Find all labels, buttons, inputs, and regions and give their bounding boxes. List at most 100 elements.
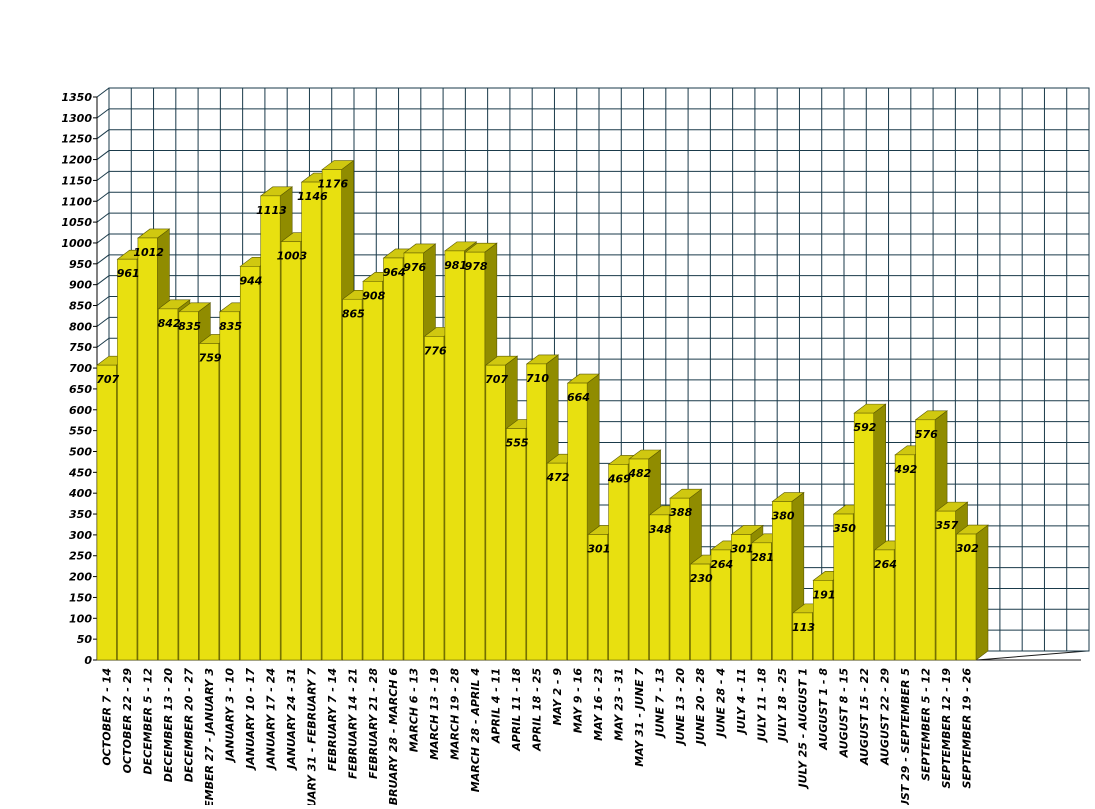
y-tick-label: 700 [69, 362, 92, 375]
grid-line-diagonal [96, 316, 110, 327]
x-tick-label: FEBRUARY 21 - 28 [367, 668, 380, 779]
y-tick-label: 1200 [61, 154, 92, 167]
bar-front [772, 501, 793, 661]
grid-line-diagonal [96, 129, 110, 140]
x-tick-label: APRIL 18 - 25 [531, 668, 544, 752]
data-label: 301 [587, 542, 610, 555]
y-tick-label: 100 [69, 612, 92, 625]
bar-front [239, 266, 261, 661]
data-label: 1003 [277, 250, 308, 263]
y-tick-label: 450 [68, 466, 92, 479]
x-tick-label: MARCH 6 - 13 [408, 668, 421, 753]
x-tick-label: AUGUST 1 - 8 [817, 668, 830, 751]
data-label: 835 [219, 320, 242, 333]
x-tick-label: FEBRUARY 14 - 21 [346, 668, 359, 779]
y-tick-label: 750 [69, 341, 92, 354]
x-tick-label: AUGUST 8 - 15 [837, 668, 850, 759]
data-label: 710 [526, 372, 549, 385]
bar-front [710, 549, 731, 661]
x-tick-label: JULY 25 - AUGUST 1 [797, 668, 810, 789]
y-tick-label: 800 [69, 320, 92, 333]
y-tick-label: 1300 [61, 112, 92, 125]
y-tick-label: 150 [69, 591, 92, 604]
y-tick-label: 1150 [61, 174, 92, 187]
y-tick-label: 1000 [61, 237, 92, 250]
y-tick-label: 1100 [61, 195, 92, 208]
x-tick-label: JUNE 7 - 13 [653, 668, 666, 739]
x-tick-label: JUNE 28 - 4 [715, 668, 728, 739]
x-tick-label: MAY 2 - 9 [551, 668, 564, 726]
data-label: 759 [199, 351, 222, 364]
x-tick-label: JUNE 20 - 28 [694, 668, 707, 747]
grid-line-diagonal [96, 296, 110, 306]
x-tick-label: SEPTEMBER 5 - 12 [919, 668, 932, 781]
x-tick-label: MAY 23 - 31 [612, 668, 625, 741]
x-tick-label: DECEMBER 5 - 12 [142, 668, 155, 775]
y-tick-label: 900 [69, 279, 92, 292]
bar-front [485, 364, 506, 661]
grid-line-diagonal [96, 108, 110, 119]
grid-line-diagonal [96, 171, 110, 181]
x-tick-label: DECEMBER 27 - JANUARY 3 [203, 668, 216, 805]
data-labels: 7079611012842835759835944111310031146117… [96, 178, 979, 634]
grid-line-diagonal [96, 337, 110, 348]
data-label: 472 [545, 471, 569, 484]
x-axis-labels: OCTOBER 7 - 14 OCTOBER 22 - 29 DECEMBER 5 … [101, 668, 974, 809]
bar-front [444, 250, 465, 661]
grid-line-diagonal [96, 150, 110, 160]
bar-front [915, 419, 936, 661]
bar-front [833, 513, 854, 661]
x-tick-label: APRIL 11 - 18 [510, 668, 523, 752]
x-tick-label: JANUARY 10 - 17 [244, 668, 257, 771]
data-label: 230 [690, 572, 713, 585]
y-tick-label: 600 [69, 404, 92, 417]
x-tick-label: FEBRUARY 7 - 14 [326, 668, 339, 771]
bar-front [587, 534, 608, 661]
data-label: 113 [792, 621, 815, 634]
bar-front [301, 181, 322, 661]
data-label: 350 [833, 522, 856, 535]
x-tick-label: AUGUST 22 - 29 [878, 668, 891, 766]
data-label: 1012 [133, 246, 164, 259]
y-tick-label: 1250 [61, 133, 92, 146]
data-label: 664 [567, 391, 590, 404]
bar-front [342, 298, 363, 661]
x-tick-label: DECEMBER 20 - 27 [183, 668, 196, 783]
data-label: 976 [403, 261, 426, 274]
data-label: 264 [874, 558, 897, 571]
x-tick-label: JANUARY 31 - FEBRUARY 7 [305, 668, 318, 805]
bar-front [362, 281, 383, 661]
bar-front [690, 563, 711, 661]
data-label: 944 [240, 274, 263, 287]
data-label: 1146 [297, 190, 328, 203]
data-label: 981 [444, 259, 467, 272]
data-label: 302 [956, 542, 979, 555]
bar-front [731, 534, 752, 661]
data-label: 1176 [318, 178, 349, 191]
y-tick-label: 400 [68, 487, 92, 500]
data-label: 348 [649, 523, 672, 536]
x-tick-label: OCTOBER 7 - 14 [101, 668, 114, 766]
bar-front [280, 241, 301, 661]
bar-front [669, 497, 690, 661]
y-tick-label: 50 [77, 633, 93, 646]
bar-front [219, 311, 240, 661]
data-label: 908 [362, 289, 385, 302]
x-tick-label: JANUARY 24 - 31 [285, 668, 298, 771]
bar-front [424, 336, 445, 661]
x-tick-label: MARCH 19 - 28 [449, 668, 462, 760]
x-tick-label: SEPTEMBER 19 - 26 [960, 668, 973, 789]
bar-front [546, 462, 567, 661]
bar-front [649, 514, 670, 661]
grid-line-diagonal [96, 212, 110, 223]
x-tick-label: MARCH 28 - APRIL 4 [469, 668, 482, 792]
y-tick-label: 550 [69, 425, 92, 438]
bar-front [608, 464, 629, 661]
data-label: 964 [383, 266, 406, 279]
x-tick-label: MAY 9 - 16 [571, 668, 584, 734]
data-label: 482 [627, 467, 651, 480]
bar-front [567, 382, 588, 661]
y-tick-label: 650 [69, 383, 92, 396]
bar-front [812, 580, 834, 661]
y-tick-label: 300 [69, 529, 92, 542]
